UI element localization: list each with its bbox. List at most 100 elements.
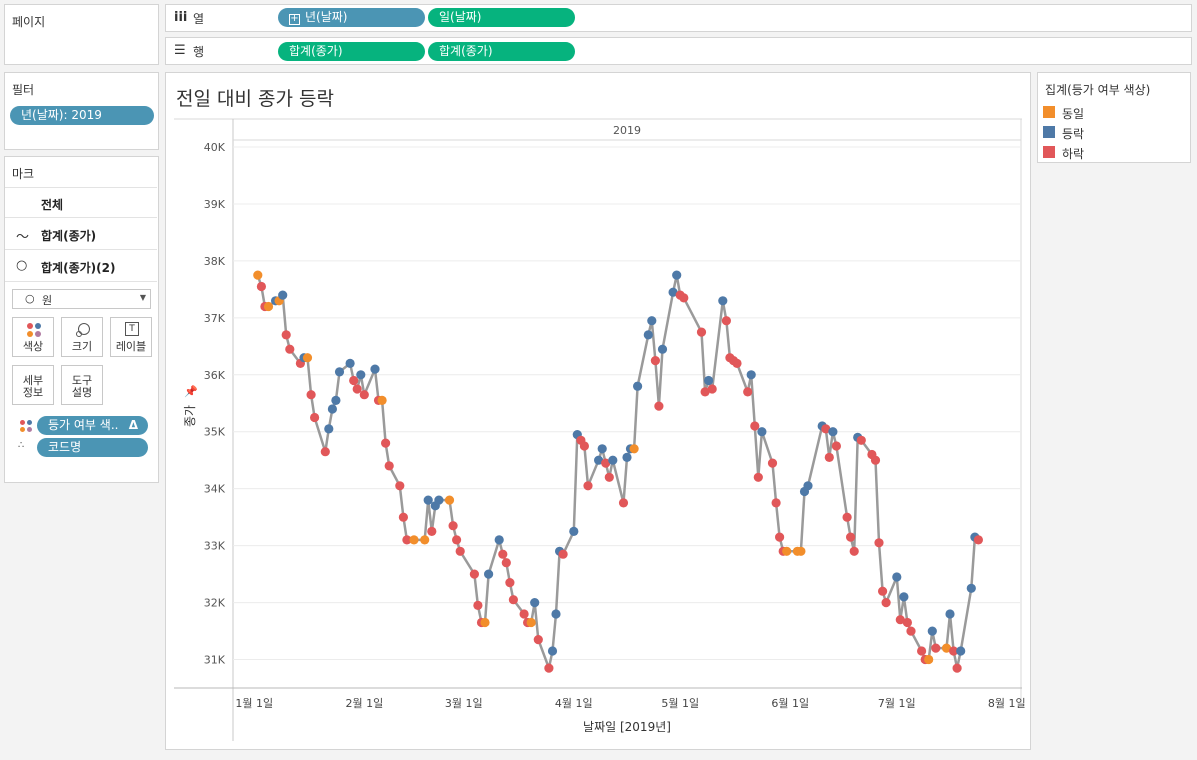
data-point	[302, 353, 313, 363]
data-point	[263, 301, 274, 312]
data-point	[320, 447, 330, 457]
y-tick-label: 39K	[204, 198, 226, 211]
data-point	[608, 455, 618, 465]
data-point	[558, 549, 568, 559]
data-point	[906, 626, 916, 636]
data-point	[310, 412, 320, 423]
data-point	[324, 424, 334, 434]
pages-title: 페이지	[12, 15, 46, 29]
rows-pill-close[interactable]: 합계(종가)	[278, 42, 425, 61]
columns-icon: iii	[174, 10, 188, 25]
data-point	[746, 370, 756, 380]
mark-type-label: 원	[42, 294, 53, 307]
columns-pill-day-label: 일(날짜)	[439, 10, 482, 24]
x-tick-label: 1월 1일	[235, 696, 273, 710]
text-icon: T	[125, 322, 139, 336]
expand-icon: +	[289, 13, 300, 25]
chart-grid	[233, 146, 1021, 661]
data-point	[402, 535, 412, 545]
pages-panel: 페이지	[4, 4, 159, 65]
y-tick-label: 32K	[204, 597, 226, 610]
data-point	[349, 375, 359, 386]
legend-title: 집계(등가 여부 색상)	[1045, 83, 1151, 97]
y-tick-label: 40K	[204, 141, 226, 154]
color-button[interactable]: 색상	[12, 317, 54, 357]
y-axis-label: 종가	[183, 405, 197, 427]
chart[interactable]: 전일 대비 종가 등락 2019 31K 32K 33K 34K 35K 36K 37K 38…	[166, 73, 1030, 749]
data-point	[352, 384, 362, 394]
chart-sheet: 전일 대비 종가 등락 2019 31K 32K 33K 34K 35K 36K 37K 38…	[165, 72, 1031, 750]
marks-title: 마크	[12, 167, 35, 181]
circle-icon: ○	[25, 292, 35, 305]
data-point	[498, 549, 508, 559]
data-point	[874, 538, 884, 548]
legend-item-same[interactable]: 동일	[1038, 103, 1188, 121]
detail-label-line2: 정보	[22, 386, 44, 399]
data-point	[285, 344, 295, 354]
chevron-down-icon: ▼	[139, 293, 146, 302]
y-tick-label: 36K	[204, 369, 226, 382]
data-point	[547, 646, 558, 656]
columns-shelf[interactable]: iii 열 + 년(날짜) 일(날짜)	[165, 4, 1192, 32]
detail-button[interactable]: 세부 정보	[12, 365, 54, 405]
x-tick-label: 4월 1일	[555, 696, 593, 710]
legend-swatch-up	[1043, 126, 1055, 138]
tooltip-button-label: 도구 설명	[62, 375, 102, 399]
data-point	[551, 609, 561, 619]
tooltip-button[interactable]: 도구 설명	[61, 365, 103, 405]
data-point	[420, 535, 430, 545]
marks-tab-close-circle[interactable]: ○ 합계(종가)(2)	[5, 251, 157, 282]
columns-pill-day[interactable]: 일(날짜)	[428, 8, 575, 27]
data-point	[629, 444, 639, 454]
data-point	[455, 546, 465, 556]
label-button[interactable]: T 레이블	[110, 317, 152, 357]
tooltip-label-line1: 도구	[71, 374, 93, 387]
rows-pill-close-2[interactable]: 합계(종가)	[428, 42, 575, 61]
data-point	[334, 367, 345, 377]
detail-field-pill[interactable]: 코드명	[37, 438, 148, 457]
size-button-label: 크기	[71, 340, 93, 353]
marks-tab-all[interactable]: 전체	[5, 187, 157, 218]
data-point	[622, 452, 632, 462]
detail-field-icon: ∴	[18, 440, 24, 451]
filter-pill-year[interactable]: 년(날짜): 2019	[10, 106, 154, 125]
y-tick-label: 33K	[204, 540, 226, 553]
marks-tab-close-circle-label: 합계(종가)(2)	[41, 261, 116, 275]
data-point	[824, 452, 834, 462]
marks-tab-close-line[interactable]: 〜 합계(종가)	[5, 219, 157, 250]
data-point	[494, 535, 504, 545]
legend-item-down[interactable]: 하락	[1038, 143, 1188, 161]
data-point	[700, 387, 710, 397]
rows-shelf[interactable]: ☰ 행 합계(종가) 합계(종가)	[165, 37, 1192, 65]
marks-tab-close-line-label: 합계(종가)	[41, 229, 97, 243]
data-point	[452, 535, 462, 545]
data-point	[775, 532, 785, 542]
legend-item-up[interactable]: 등락	[1038, 123, 1188, 141]
rows-shelf-label: 행	[193, 45, 205, 59]
data-point	[831, 441, 842, 451]
mark-type-dropdown[interactable]: ○ 원 ▼	[12, 289, 151, 309]
data-point	[327, 404, 337, 414]
columns-pill-year[interactable]: + 년(날짜)	[278, 8, 425, 27]
data-point	[945, 609, 955, 619]
legend-label-up: 등락	[1062, 127, 1085, 141]
data-point	[647, 316, 657, 326]
chart-frame	[174, 118, 1022, 741]
filters-panel: 필터 년(날짜): 2019	[4, 72, 159, 150]
size-button[interactable]: 크기	[61, 317, 103, 357]
data-point	[707, 384, 717, 394]
x-tick-label: 8월 1일	[988, 696, 1026, 710]
delta-icon: Δ	[128, 418, 138, 432]
x-tick-label: 3월 1일	[445, 696, 483, 710]
data-point	[643, 330, 653, 340]
data-point	[753, 472, 763, 482]
y-tick-label: 31K	[204, 654, 226, 667]
x-tick-label: 6월 1일	[771, 696, 809, 710]
detail-field-pill-label: 코드명	[48, 440, 82, 454]
data-point	[356, 370, 366, 380]
data-point	[782, 546, 792, 556]
data-point	[469, 569, 479, 579]
data-point	[668, 287, 678, 297]
data-point	[409, 535, 419, 545]
color-field-pill[interactable]: 등가 여부 색.. Δ	[37, 416, 148, 435]
